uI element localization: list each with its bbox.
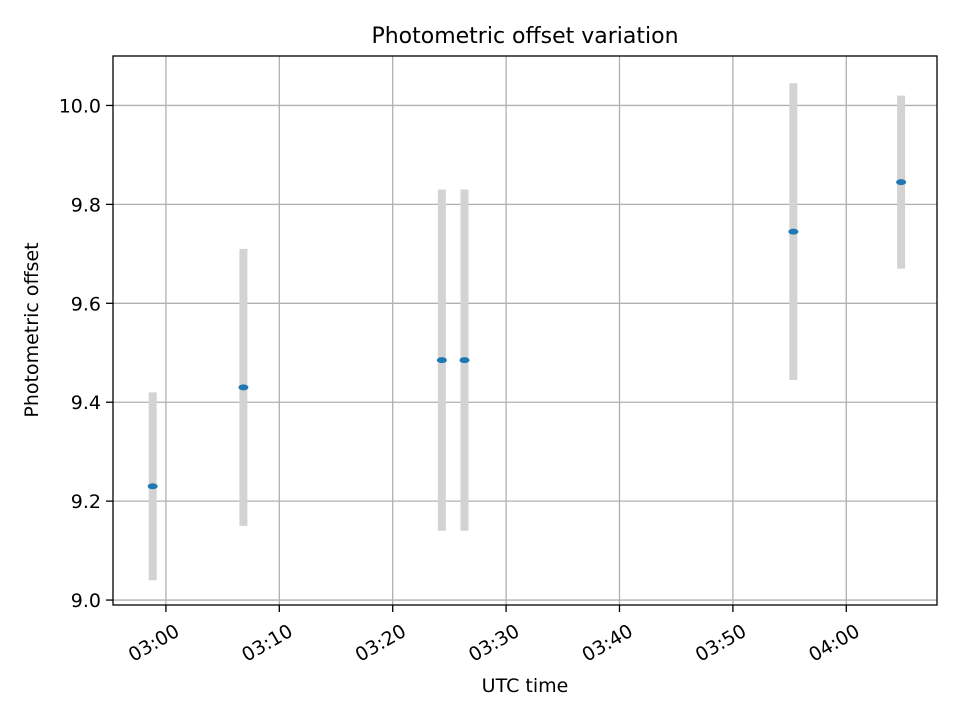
x-tick-label: 03:10 (238, 620, 296, 666)
x-tick-layer: 03:00 03:10 03:20 03:30 03:40 03:50 04:00 (125, 605, 864, 666)
x-axis-label: UTC time (482, 675, 569, 697)
y-tick-label: 9.8 (71, 194, 101, 216)
chart-title: Photometric offset variation (371, 24, 678, 49)
y-tick-label: 9.4 (71, 392, 101, 414)
y-tick-label: 9.2 (71, 491, 101, 513)
y-tick-layer: 9.0 9.2 9.4 9.6 9.8 10.0 (59, 95, 113, 612)
y-tick-label: 10.0 (59, 95, 101, 117)
y-tick-label: 9.0 (71, 590, 101, 612)
plot-frame (112, 55, 938, 606)
data-point (436, 357, 447, 364)
errorbar-layer (148, 83, 906, 581)
x-tick-label: 03:20 (352, 620, 410, 666)
x-tick-label: 03:40 (578, 620, 636, 666)
data-point (896, 179, 907, 186)
point-layer (147, 179, 907, 490)
x-tick-label: 04:00 (805, 620, 863, 666)
grid-layer (113, 56, 937, 605)
x-tick-label: 03:30 (465, 620, 523, 666)
data-point (788, 228, 799, 235)
x-tick-label: 03:00 (125, 620, 183, 666)
data-point (238, 384, 249, 391)
x-tick-label: 03:50 (692, 620, 750, 666)
data-point (459, 357, 470, 364)
y-axis-label: Photometric offset (21, 242, 43, 417)
y-tick-label: 9.6 (71, 293, 101, 315)
data-point (147, 483, 158, 490)
